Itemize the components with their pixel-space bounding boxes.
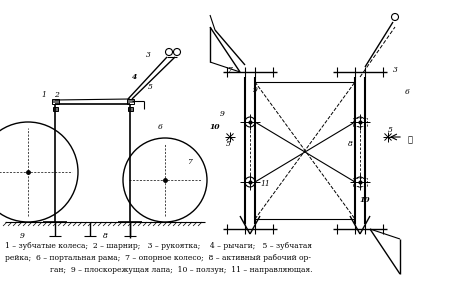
Text: 6: 6 <box>404 88 409 96</box>
Text: 4: 4 <box>133 73 138 81</box>
Text: 6: 6 <box>158 123 162 131</box>
Text: 5: 5 <box>226 140 230 148</box>
Text: 5: 5 <box>388 126 393 134</box>
Text: рейка;  6 – портальная рама;  7 – опорное колесо;  8 – активный рабочий ор-: рейка; 6 – портальная рама; 7 – опорное … <box>5 254 311 262</box>
Text: 1: 1 <box>42 91 47 99</box>
Text: ган;  9 – плоскорежущая лапа;  10 – ползун;  11 – направляющая.: ган; 9 – плоскорежущая лапа; 10 – ползун… <box>50 266 313 274</box>
Bar <box>353 178 367 186</box>
Text: 7: 7 <box>187 158 192 166</box>
Text: 9: 9 <box>20 232 24 240</box>
Bar <box>53 107 58 111</box>
Text: 3: 3 <box>393 66 398 74</box>
Text: 3: 3 <box>146 51 150 59</box>
Text: 5: 5 <box>148 83 153 91</box>
Text: 7: 7 <box>228 66 233 74</box>
Text: 10: 10 <box>210 123 220 131</box>
Bar <box>353 118 367 126</box>
Bar <box>52 98 58 103</box>
Text: 9: 9 <box>253 86 257 94</box>
Text: 1 – зубчатые колеса;  2 – шарнир;   3 – рукоятка;    4 – рычаги;   5 – зубчатая: 1 – зубчатые колеса; 2 – шарнир; 3 – рук… <box>5 242 312 250</box>
Text: 8: 8 <box>102 232 107 240</box>
Text: 9: 9 <box>219 110 224 118</box>
Bar <box>127 98 133 103</box>
Text: 10: 10 <box>360 196 370 204</box>
Text: 2: 2 <box>53 91 58 99</box>
Text: 8: 8 <box>348 140 352 148</box>
Bar <box>128 107 133 111</box>
Text: 11: 11 <box>260 180 270 188</box>
Text: ✕: ✕ <box>408 136 413 144</box>
